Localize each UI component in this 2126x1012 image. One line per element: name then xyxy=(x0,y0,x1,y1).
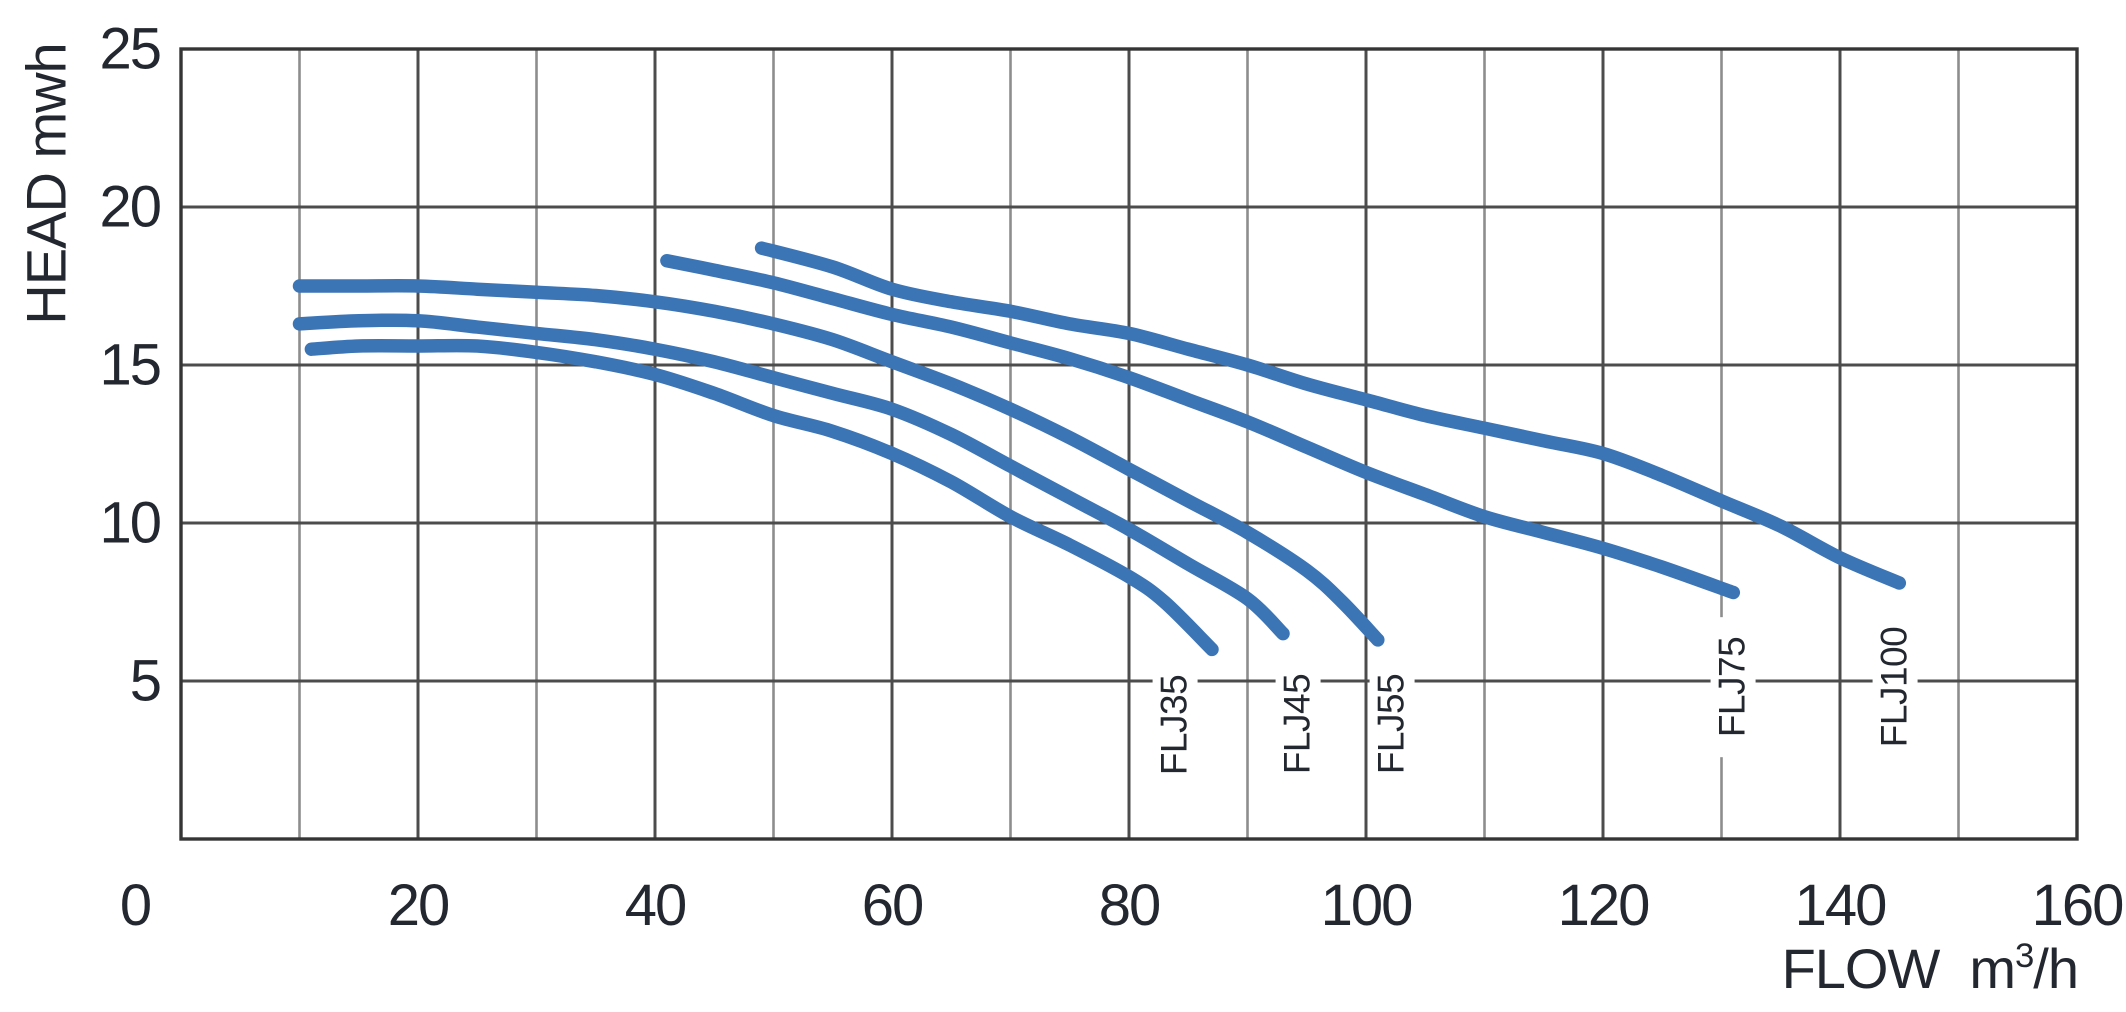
curve-flj100 xyxy=(754,241,1907,590)
x-tick-label: 40 xyxy=(624,873,687,938)
x-axis-unit: m3/h xyxy=(1969,936,2079,1000)
x-tick-label: 80 xyxy=(1098,873,1161,938)
x-axis-unit-post: /h xyxy=(2033,937,2079,1000)
curve-flj35 xyxy=(304,338,1219,657)
curve-label-flj75: FLJ75 xyxy=(1710,617,1756,758)
x-axis-unit-pre: m xyxy=(1969,937,2016,1000)
curve-flj55 xyxy=(292,279,1385,647)
plot-border xyxy=(179,47,2079,841)
curve-flj45 xyxy=(292,313,1290,641)
x-tick-label: 160 xyxy=(2031,873,2125,938)
y-tick-label: 25 xyxy=(99,16,162,82)
x-tick-label: 140 xyxy=(1794,873,1888,938)
x-axis-unit-sup: 3 xyxy=(2014,936,2034,975)
y-tick-label: 10 xyxy=(99,490,162,556)
curve-label-flj55: FLJ55 xyxy=(1369,653,1415,794)
x-tick-label: 0 xyxy=(119,873,152,938)
y-tick-label: 5 xyxy=(129,648,162,714)
x-axis-title: FLOW m3/h xyxy=(1781,936,2079,1001)
x-tick-label: 100 xyxy=(1320,873,1414,938)
curve-flj75 xyxy=(660,253,1741,600)
x-tick-label: 20 xyxy=(387,873,450,938)
x-tick-label: 120 xyxy=(1557,873,1651,938)
curve-label-flj45: FLJ45 xyxy=(1276,653,1321,794)
y-tick-label: 20 xyxy=(99,174,162,240)
curve-label-flj100: FLJ100 xyxy=(1872,607,1917,768)
y-tick-label: 15 xyxy=(99,332,162,398)
x-axis-title-word: FLOW xyxy=(1781,937,1941,1000)
x-tick-label: 60 xyxy=(861,873,924,938)
curve-label-flj35: FLJ35 xyxy=(1152,655,1198,796)
